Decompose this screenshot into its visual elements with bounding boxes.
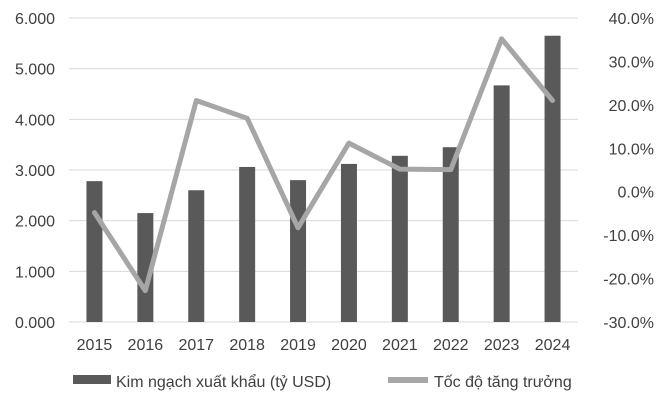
left-tick-label: 4.000 [15,112,55,129]
right-tick-label: 40.0% [609,11,654,28]
x-tick-label: 2022 [433,337,469,354]
bar [86,181,103,322]
legend: Kim ngạch xuất khẩu (tỷ USD) Tốc độ tăng… [73,373,572,391]
x-tick-label: 2020 [331,337,367,354]
gridlines [69,17,578,323]
left-tick-label: 3.000 [15,163,55,180]
bar [290,180,307,322]
right-tick-label: -10.0% [603,228,654,245]
bar [340,163,357,322]
bar [239,166,256,322]
x-tick-label: 2021 [382,337,418,354]
right-tick-label: 0.0% [618,185,654,202]
left-tick-label: 1.000 [15,264,55,281]
x-tick-label: 2016 [128,337,164,354]
left-tick-label: 2.000 [15,214,55,231]
line-series [92,36,555,294]
left-tick-label: 5.000 [15,62,55,79]
x-tick-label: 2018 [229,337,265,354]
bar [442,147,459,322]
growth-line [92,36,555,294]
x-tick-label: 2017 [178,337,214,354]
bar [544,35,561,322]
right-tick-label: -30.0% [603,315,654,332]
left-axis-ticks: 0.000 1.000 2.000 3.000 4.000 5.000 6.000 [15,11,55,332]
x-axis-ticks: 2015 2016 2017 2018 2019 2020 2021 2022 2023 2024 [77,337,571,354]
legend-label-line: Tốc độ tăng trưởng [434,374,572,391]
x-tick-label: 2019 [280,337,316,354]
left-tick-label: 6.000 [15,11,55,28]
bar [493,85,510,323]
right-tick-label: 20.0% [609,98,654,115]
right-tick-label: -20.0% [603,272,654,289]
right-axis-ticks: -30.0% -20.0% -10.0% 0.0% 10.0% 20.0% 30.0% 40.… [603,11,654,332]
bar [188,190,205,322]
right-tick-label: 30.0% [609,54,654,71]
x-tick-label: 2023 [484,337,520,354]
legend-label-bar: Kim ngạch xuất khẩu (tỷ USD) [116,373,331,391]
bar [391,155,408,322]
bar-series [86,35,561,323]
legend-swatch-bar [73,375,111,384]
left-tick-label: 0.000 [15,315,55,332]
x-tick-label: 2015 [77,337,113,354]
bar [137,213,154,322]
x-tick-label: 2024 [535,337,571,354]
right-tick-label: 10.0% [609,141,654,158]
